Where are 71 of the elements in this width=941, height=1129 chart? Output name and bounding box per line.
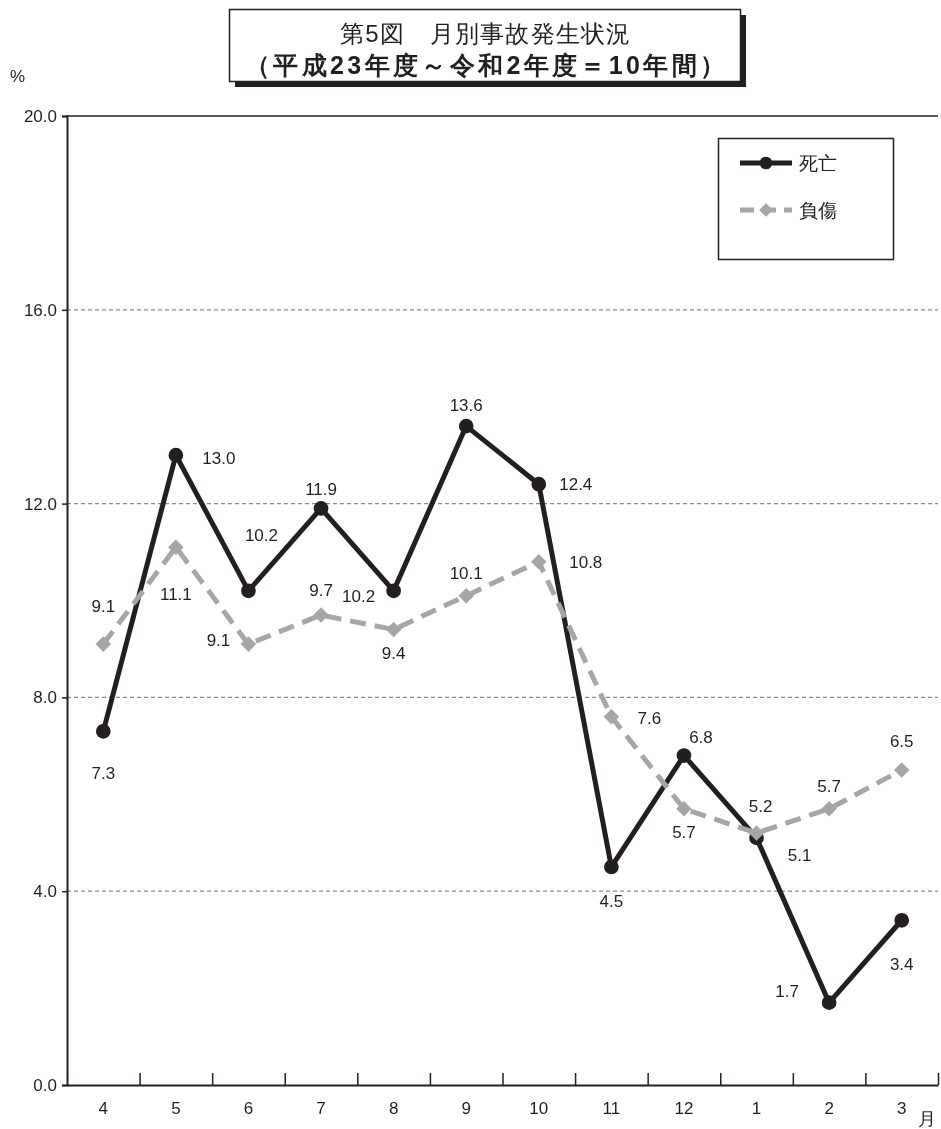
y-tick-label: 4.0 [33,882,57,902]
point [458,587,474,604]
x-tick-label: 11 [602,1099,621,1119]
data-label: 13.0 [202,448,236,468]
data-label: 1.7 [775,982,799,1002]
data-label: 4.5 [599,892,624,912]
x-tick-label: 10 [529,1099,549,1119]
point [385,621,402,638]
data-label: 10.1 [449,564,483,584]
point [821,801,837,817]
point [893,762,910,778]
point [168,447,184,463]
data-label: 9.1 [91,596,116,616]
data-label: 10.2 [244,526,279,546]
data-label: 10.8 [569,553,603,573]
y-tick-label: 8.0 [33,688,57,708]
data-label: 11.1 [159,584,192,604]
data-label: 6.5 [889,731,914,751]
data-label: 5.7 [817,777,841,797]
data-label: 9.7 [309,580,333,600]
data-label: 5.2 [748,796,773,816]
point [531,476,547,492]
x-tick-label: 2 [824,1099,834,1119]
x-axis-title: 月 [918,1109,936,1129]
chart-subtitle: （平成23年度～令和2年度＝10年間） [245,51,725,79]
x-tick-label: 9 [461,1099,471,1119]
y-tick-label: 0.0 [33,1075,57,1095]
y-axis-title: % [10,67,26,86]
chart-title: 第5図 月別事故発生状況 [340,20,630,47]
data-label: 12.4 [559,474,593,494]
point [241,583,256,599]
x-tick-label: 5 [171,1099,181,1119]
data-label: 10.2 [342,587,376,607]
point [95,723,111,739]
point [95,636,112,652]
x-tick-label: 8 [388,1099,399,1119]
y-tick-label: 16.0 [23,300,57,320]
data-label: 6.8 [689,728,713,748]
legend-label: 死亡 [799,152,837,174]
y-tick-label: 20.0 [23,106,57,126]
point [604,859,619,875]
x-tick-label: 1 [751,1099,762,1119]
point [386,583,401,599]
point [603,709,620,725]
x-tick-label: 4 [98,1099,109,1119]
point [894,912,910,928]
data-label: 9.1 [206,630,231,650]
data-label: 7.6 [637,709,662,729]
point [676,801,692,817]
point [676,748,692,763]
data-label: 5.1 [787,846,812,866]
data-label: 5.7 [672,823,696,843]
x-tick-label: 6 [243,1099,254,1119]
x-tick-label: 12 [674,1099,694,1119]
data-label: 13.6 [449,395,483,415]
data-label: 3.4 [889,954,914,974]
data-label: 9.4 [381,644,406,664]
point [168,539,184,555]
point [313,501,329,516]
point [531,553,547,570]
point [458,418,474,434]
legend-label: 負傷 [799,199,837,221]
x-tick-label: 7 [316,1099,326,1119]
point [821,995,837,1010]
point [748,825,765,841]
x-tick-label: 3 [896,1099,907,1119]
data-label: 7.3 [91,763,116,783]
point [313,607,329,623]
y-tick-label: 12.0 [23,494,57,514]
data-label: 11.9 [305,479,337,499]
point [240,636,257,652]
